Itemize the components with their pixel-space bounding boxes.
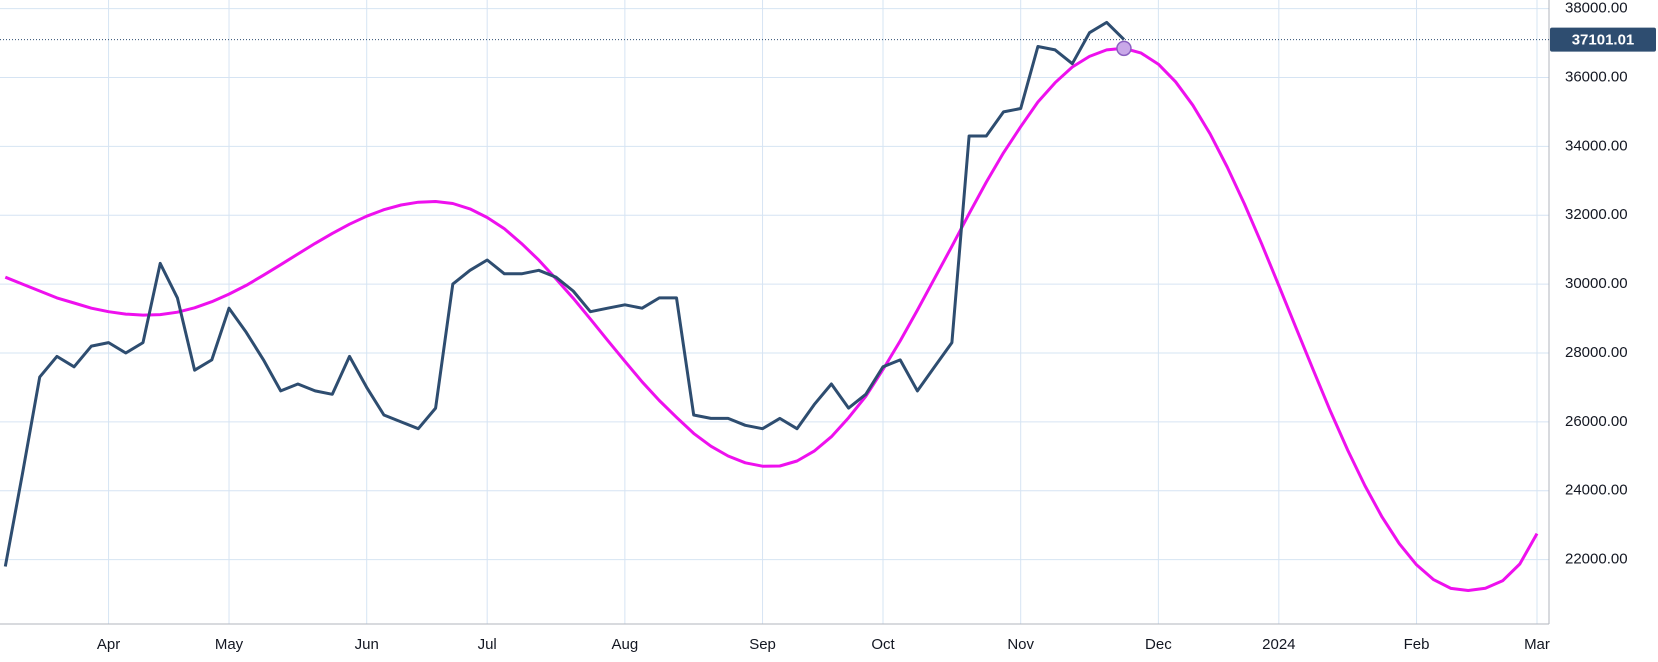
y-tick-label: 30000.00: [1565, 275, 1628, 292]
x-tick-label: Apr: [97, 636, 120, 653]
y-tick-label: 36000.00: [1565, 68, 1628, 85]
series-line: [4, 46, 1539, 592]
series-line: [3, 20, 1126, 567]
y-tick-label: 22000.00: [1565, 551, 1628, 568]
y-tick-label: 28000.00: [1565, 344, 1628, 361]
x-tick-label: Jun: [355, 636, 379, 653]
x-tick-label: Oct: [871, 636, 895, 653]
x-tick-label: May: [215, 636, 244, 653]
y-tick-label: 38000.00: [1565, 0, 1628, 17]
x-tick-label: Sep: [749, 636, 776, 653]
x-tick-label: Jul: [478, 636, 497, 653]
last-point-marker: [1116, 40, 1132, 57]
x-tick-label: 2024: [1262, 636, 1295, 653]
y-tick-label: 32000.00: [1565, 206, 1628, 223]
x-tick-label: Dec: [1145, 636, 1172, 653]
y-tick-label: 26000.00: [1565, 413, 1628, 430]
x-tick-label: Nov: [1007, 636, 1034, 653]
x-tick-label: Feb: [1404, 636, 1430, 653]
x-tick-label: Mar: [1524, 636, 1550, 653]
x-tick-label: Aug: [612, 636, 639, 653]
y-tick-label: 24000.00: [1565, 482, 1628, 499]
y-tick-label: 34000.00: [1565, 137, 1628, 154]
last-price-box: [1550, 27, 1656, 52]
last-price-label: 37101.01: [1572, 32, 1635, 49]
